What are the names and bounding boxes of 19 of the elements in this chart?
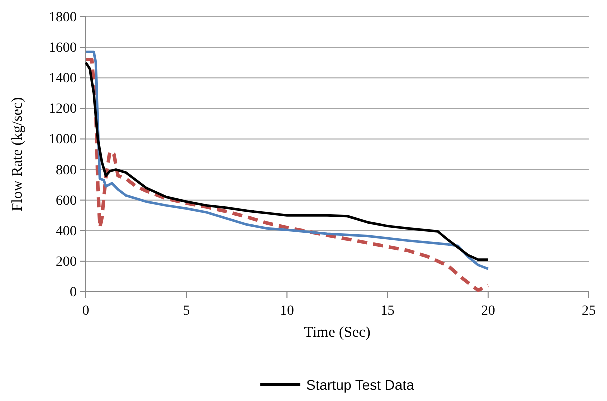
y-tick-label: 600 xyxy=(56,194,77,209)
x-tick-label: 20 xyxy=(481,304,496,319)
y-tick-label: 1600 xyxy=(49,41,77,56)
y-tick-label: 1200 xyxy=(49,102,77,118)
x-tick-label: 15 xyxy=(380,304,395,319)
x-tick-label: 5 xyxy=(183,304,190,319)
x-tick-label: 10 xyxy=(280,304,294,319)
y-tick-label: 1800 xyxy=(49,10,77,26)
y-tick-label: 0 xyxy=(70,285,77,300)
y-tick-label: 400 xyxy=(56,224,77,240)
x-tick-label: 0 xyxy=(82,304,90,319)
y-tick-label: 1400 xyxy=(49,72,77,87)
y-tick-label: 800 xyxy=(56,163,77,178)
x-axis-title: Time (Sec) xyxy=(304,325,371,341)
y-axis-title: Flow Rate (kg/sec) xyxy=(10,97,26,212)
x-tick-label: 25 xyxy=(582,304,596,319)
y-tick-label: 1000 xyxy=(49,132,77,148)
y-tick-label: 200 xyxy=(56,254,77,270)
legend-label: Startup Test Data xyxy=(306,377,415,393)
